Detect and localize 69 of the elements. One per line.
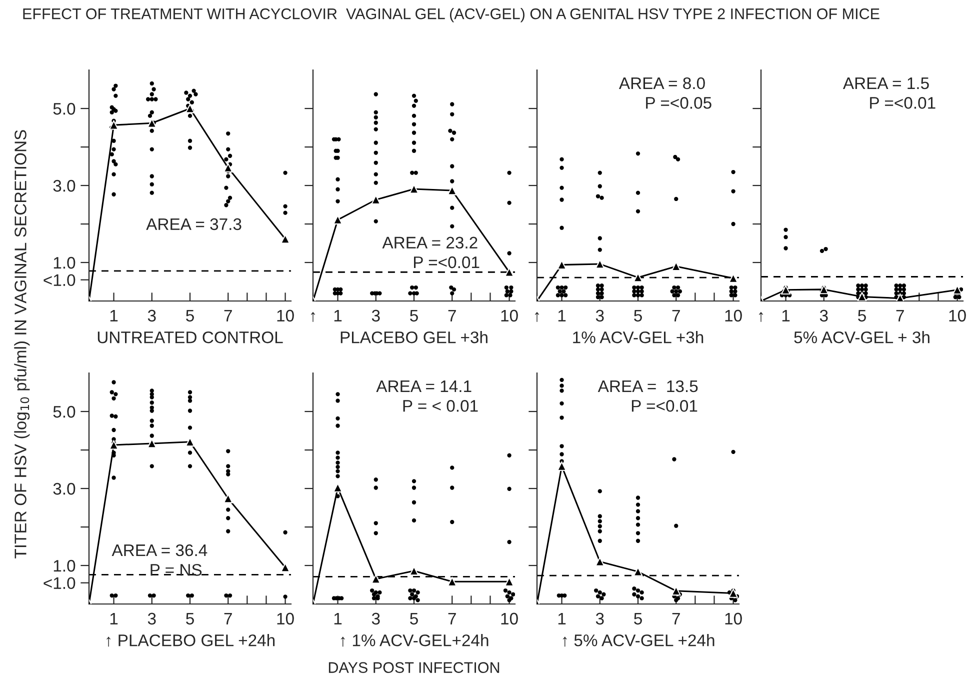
x-tick-label: 3 (596, 310, 604, 322)
x-tick-label: 10 (725, 612, 742, 625)
x-tick-label: 10 (277, 310, 294, 322)
x-tick-label: 5 (858, 310, 866, 322)
annotation: AREA = 14.1 (376, 380, 472, 392)
annotation: P =<0.01 (414, 256, 480, 268)
x-tick-label: 1 (110, 310, 118, 322)
x-tick-label: 3 (372, 612, 380, 625)
text: PLACEBO GEL +3h (340, 331, 488, 344)
x-tick-label: 1 (782, 310, 790, 322)
x-tick-label: 10 (277, 612, 294, 625)
x-tick-label: 7 (224, 310, 232, 322)
x-tick-label: 7 (448, 612, 456, 624)
x-tick-label: 5 (410, 612, 418, 625)
x-tick-label: 5 (634, 310, 642, 322)
annotation: AREA = 23.2 (382, 236, 478, 249)
annotation: P =<0.01 (632, 400, 698, 412)
x-tick-label: 1 (558, 310, 566, 322)
x-tick-label: 5 (634, 612, 642, 625)
x-tick-label: 7 (224, 612, 232, 624)
x-tick-label: 7 (448, 310, 456, 322)
x-tick-label: ↑ (535, 312, 539, 322)
y-tick-label: 5.0 (53, 102, 76, 115)
y-tick-label: 3.0 (53, 180, 76, 192)
annotation: AREA = 1.5 (842, 78, 929, 90)
annotation: P =<0.01 (870, 97, 936, 109)
x-tick-label: ↑ (311, 312, 315, 322)
x-tick-label: 10 (949, 310, 966, 322)
x-tick-label: 7 (672, 310, 680, 322)
x-tick-label: ↑ (759, 312, 763, 322)
x-tick-label: 5 (186, 612, 194, 625)
x-tick-label: 7 (672, 612, 680, 624)
annotation: AREA = 13.5 (598, 380, 698, 392)
text: EFFECT OF TREATMENT WITH ACYCLOVIR VAGINAL GEL (ACV-GEL) ON A GENITAL HSV TYPE 2 INFECTION OF MICE (23, 8, 880, 22)
x-tick-label: 7 (896, 310, 904, 322)
y-tick-label: 5.0 (53, 406, 76, 418)
y-tick-label: <1.0 (44, 577, 76, 590)
x-tick-label: 3 (148, 612, 156, 625)
x-tick-label: 1 (334, 612, 342, 624)
annotation: P =<0.05 (646, 97, 712, 109)
text: ↑ PLACEBO GEL +24h (106, 634, 275, 647)
annotation: AREA = 36.4 (112, 544, 208, 556)
x-tick-label: 10 (501, 612, 518, 625)
x-tick-label: 3 (372, 310, 380, 322)
x-tick-label: 10 (501, 310, 518, 322)
x-tick-label: 5 (186, 310, 194, 322)
y-tick-label: <1.0 (44, 274, 76, 286)
y-tick-label: 1.0 (54, 256, 76, 269)
x-tick-label: 3 (596, 612, 604, 625)
x-tick-label: 5 (410, 310, 418, 322)
annotation: AREA = 8.0 (618, 77, 705, 90)
text: 1% ACV-GEL +3h (573, 331, 704, 344)
text: ↑ 1% ACV-GEL+24h (340, 634, 488, 647)
text: 5% ACV-GEL + 3h (794, 331, 930, 344)
x-axis-title: DAYS POST INFECTION (328, 662, 500, 673)
x-tick-label: 3 (148, 310, 156, 322)
x-tick-label: 1 (334, 310, 342, 322)
annotation: P = NS (150, 564, 202, 576)
x-tick-label: 1 (110, 612, 118, 624)
x-tick-label: 10 (725, 310, 742, 322)
annotation: P = < 0.01 (403, 400, 478, 412)
annotation: AREA = 37.3 (146, 218, 242, 230)
y-tick-label: 1.0 (54, 560, 76, 572)
text: UNTREATED CONTROL (98, 331, 283, 344)
x-tick-label: 1 (558, 612, 566, 624)
y-tick-label: 3.0 (53, 482, 76, 495)
text: ↑ 5% ACV-GEL +24h (562, 634, 714, 647)
y-axis-title: TITER OF HSV (log$_{10}$ pfu/ml) IN VAGINAL SECRETIONS (14, 130, 30, 558)
x-tick-label: 3 (820, 310, 828, 322)
